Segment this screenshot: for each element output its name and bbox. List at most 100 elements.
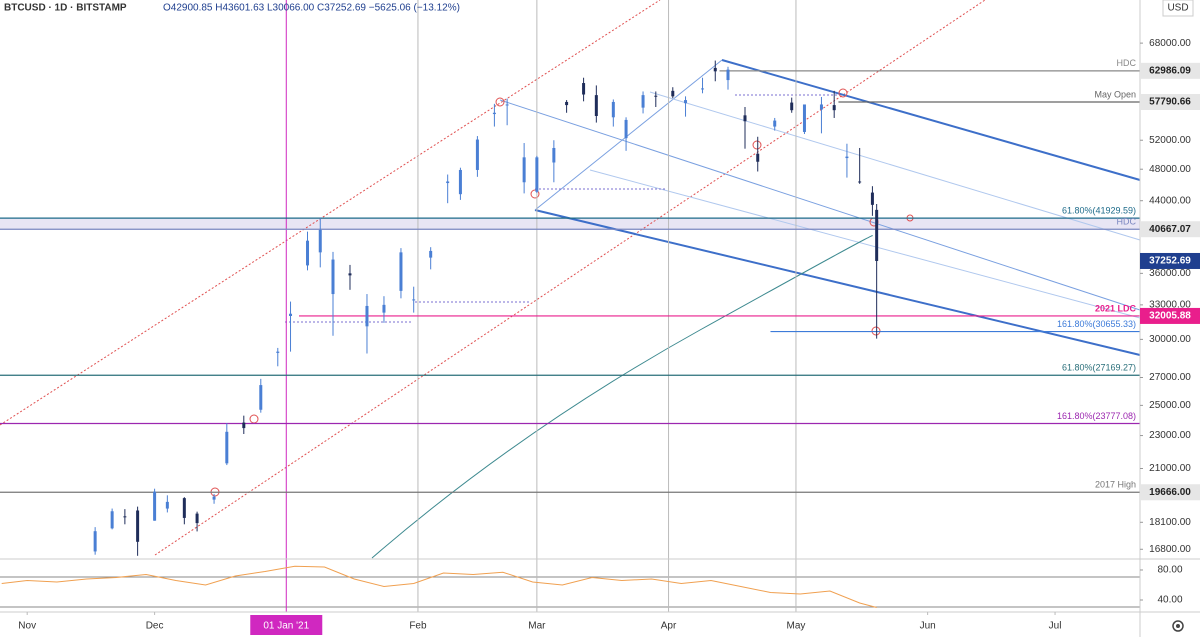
x-tick-label: Apr [661, 621, 677, 632]
price-label: 57790.66 [1149, 97, 1191, 108]
moving-average [371, 235, 873, 559]
level-note: 61.80%(27169.27) [1062, 363, 1136, 373]
candle-body [492, 112, 496, 115]
x-tick-label: Dec [146, 621, 164, 632]
price-label: 37252.69 [1149, 256, 1191, 267]
candle-body [225, 431, 229, 464]
y-tick-label: 48000.00 [1149, 164, 1191, 175]
drawings [0, 0, 1141, 612]
candle-body [153, 491, 157, 521]
candle-body [212, 496, 216, 500]
candle-body [348, 273, 352, 276]
candle-body [654, 95, 658, 97]
candle-body [382, 304, 386, 313]
level-note: HDC [1117, 58, 1137, 68]
level-note: 161.80%(23777.08) [1057, 411, 1136, 421]
trendline [721, 59, 1141, 181]
x-tick-highlight [250, 615, 323, 635]
candle-body [446, 181, 450, 184]
level-note: 2021 LDC [1095, 303, 1137, 313]
level-note: 61.80%(41929.59) [1062, 206, 1136, 216]
currency-box[interactable] [1162, 0, 1194, 17]
x-tick-label: May [787, 621, 806, 632]
x-tick-label: Nov [18, 621, 36, 632]
candle-body [756, 153, 760, 162]
candle-body [505, 104, 509, 106]
candle-body [110, 511, 114, 529]
candle-body [195, 513, 199, 524]
candle-body [790, 102, 794, 111]
candle-body [318, 229, 322, 253]
channel [0, 0, 661, 426]
x-tick-label: Jul [1049, 621, 1062, 632]
pivot-marker [530, 189, 540, 199]
price-label: 32005.88 [1149, 311, 1191, 322]
candle-body [412, 299, 416, 301]
price-label-box [1140, 62, 1200, 79]
trendline [534, 59, 723, 211]
pivot-marker [838, 88, 848, 98]
candle-body [726, 69, 730, 81]
candle-body [276, 351, 280, 353]
candle-body [819, 104, 823, 110]
candle-body [182, 498, 186, 518]
price-label: 19666.00 [1149, 487, 1191, 498]
candle-body [773, 120, 777, 127]
candle-body [242, 422, 246, 429]
candle-body [858, 181, 862, 183]
candle-body [671, 90, 675, 97]
candle-body [429, 250, 433, 258]
y-tick-label: 68000.00 [1149, 38, 1191, 49]
pivot-marker [495, 97, 505, 107]
candle-body [475, 139, 479, 170]
candle-body [875, 209, 879, 261]
level-note: 161.80%(30655.33) [1057, 319, 1136, 329]
x-tick-label: Feb [409, 621, 427, 632]
price-label-box [1140, 94, 1200, 111]
candle-body [594, 95, 598, 116]
ohlc-header: O42900.85 H43601.63 L30066.00 C37252.69 … [163, 3, 460, 14]
trendline [649, 91, 1141, 241]
price-label-box [1140, 484, 1200, 501]
candle-body [832, 105, 836, 111]
candle-body [552, 147, 556, 163]
candle-body [136, 510, 140, 542]
price-label-box [1140, 307, 1200, 324]
candle-body [845, 156, 849, 159]
currency[interactable]: USD [1167, 3, 1188, 14]
x-tick-label: 01 Jan '21 [263, 621, 309, 632]
trendline [499, 99, 1141, 311]
candle-body [870, 192, 874, 205]
candle-body [684, 100, 688, 104]
trendline [589, 169, 1141, 319]
candle-body [399, 252, 403, 291]
y-tick-label: 80.00 [1157, 565, 1182, 576]
y-tick-label: 30000.00 [1149, 334, 1191, 345]
y-tick-label: 18100.00 [1149, 517, 1191, 528]
y-tick-label: 21000.00 [1149, 463, 1191, 474]
price-label: 62986.09 [1149, 65, 1191, 76]
candle-body [365, 305, 369, 327]
trendline [534, 209, 1141, 356]
candle-body [582, 83, 586, 95]
candle-body [802, 104, 806, 132]
settings-icon[interactable] [1172, 620, 1184, 632]
zone [0, 218, 1140, 229]
candle-body [641, 95, 645, 108]
candle-body [522, 157, 526, 183]
pivot-marker [752, 140, 762, 150]
candle-body [611, 101, 615, 118]
level-note: HDC [1117, 217, 1137, 227]
candle-body [165, 501, 169, 509]
y-tick-label: 44000.00 [1149, 195, 1191, 206]
y-tick-label: 40.00 [1157, 595, 1182, 606]
y-tick-label: 33000.00 [1149, 300, 1191, 311]
y-tick-label: 16800.00 [1149, 544, 1191, 555]
symbol-title: BTCUSD · 1D · BITSTAMP [4, 3, 127, 14]
level-note: 2017 High [1095, 480, 1136, 490]
y-tick-label: 27000.00 [1149, 372, 1191, 383]
candle-body [458, 169, 462, 195]
candle-body [713, 67, 717, 72]
